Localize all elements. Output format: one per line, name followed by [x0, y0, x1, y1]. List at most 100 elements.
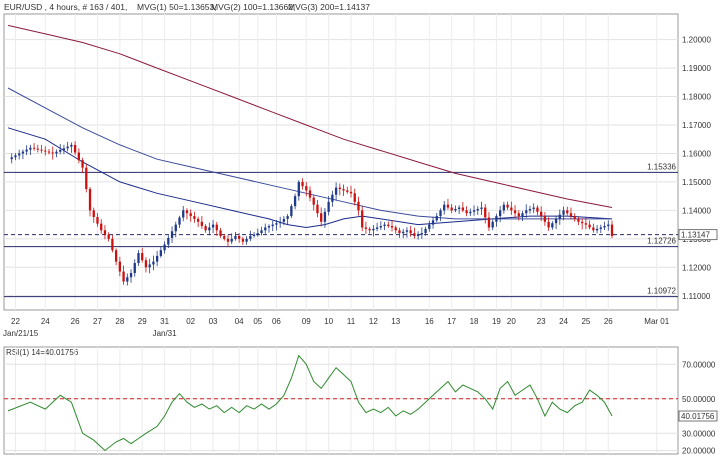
candle-body [562, 210, 565, 215]
x-tick-label: 18 [470, 317, 479, 326]
price-level-label: 1.12726 [647, 237, 676, 246]
candle-body [40, 149, 43, 151]
x-tick-label: 10 [324, 317, 333, 326]
price-y-tick-label: 1.11000 [682, 292, 711, 301]
candle-body [29, 147, 32, 150]
price-grid [4, 14, 678, 310]
x-tick-label: 03 [209, 317, 218, 326]
candle-body [155, 255, 159, 262]
rsi-y-tick-label: 70.00000 [682, 360, 716, 369]
candle-body [316, 204, 319, 214]
x-tick-label: 26 [604, 317, 613, 326]
x-tick-label: 31 [160, 317, 169, 326]
candle-body [554, 218, 558, 224]
price-panel-frame [3, 13, 679, 311]
rsi-y-tick-label: 50.00000 [682, 395, 716, 404]
x-tick-label: 24 [559, 317, 568, 326]
candle-body [279, 221, 282, 224]
candle-body [375, 227, 379, 229]
candle-body [405, 230, 409, 232]
candle-body [211, 224, 215, 228]
x-axis: 22 24 26 27 28 29 31 02 03 04 05 06 09 10 11 12 13 16 17 18… [3, 317, 670, 338]
candle-body [349, 191, 353, 194]
candle-body [476, 208, 479, 211]
candle-body [383, 224, 386, 227]
candle-body [402, 231, 405, 234]
candle-body [431, 220, 435, 225]
candle-body [32, 147, 36, 149]
candle-body [200, 221, 204, 227]
x-tick-label: 04 [235, 317, 244, 326]
candle-body [387, 224, 390, 227]
rsi-y-tick-label: 30.00000 [682, 429, 716, 438]
candle-body [14, 155, 17, 158]
x-tick-label: 12 [369, 317, 378, 326]
candle-body [487, 217, 491, 228]
candle-body [282, 218, 286, 222]
candle-body [532, 207, 535, 209]
candle-body [193, 216, 196, 219]
price-y-tick-label: 1.16000 [682, 149, 711, 158]
candle-body [88, 189, 92, 211]
price-y-tick-label: 1.15000 [682, 178, 711, 187]
candle-body [368, 228, 371, 231]
candle-body [204, 226, 207, 231]
candle-body [230, 238, 233, 242]
candle-body [581, 221, 584, 224]
candle-body [465, 210, 468, 214]
x-tick-label: 19 [492, 317, 501, 326]
candle-body [59, 150, 62, 152]
candle-body [547, 221, 550, 228]
candle-body [44, 150, 47, 152]
price-level-labels: 1.15336 1.12726 1.10972 1.13147 [647, 162, 718, 296]
candle-body [36, 148, 39, 150]
x-tick-label: 09 [302, 317, 311, 326]
candle-body [457, 207, 461, 209]
x-date-label: Jan/31 [153, 329, 178, 338]
candle-body [584, 223, 588, 225]
candle-body [275, 223, 278, 225]
candle-body [424, 228, 427, 234]
candle-body [96, 217, 99, 224]
candle-body [103, 230, 107, 235]
header-symbol: EUR/USD , 4 hours, # 163 / 401, [4, 2, 127, 12]
candle-body [398, 230, 401, 234]
x-tick-label: 06 [272, 317, 281, 326]
candle-body [435, 216, 438, 221]
candle-body [167, 237, 170, 245]
candle-body [290, 206, 293, 217]
candle-body [346, 190, 349, 192]
candle-body [607, 224, 610, 227]
candle-body [55, 151, 58, 154]
candle-body [293, 196, 297, 207]
rsi-line-group [7, 354, 613, 452]
candle-body [85, 167, 88, 190]
candle-body [428, 224, 431, 229]
price-y-tick-label: 1.19000 [682, 64, 711, 73]
candle-body [118, 261, 122, 272]
candle-body [502, 204, 506, 211]
x-tick-label: 16 [425, 317, 434, 326]
candle-body [446, 204, 450, 208]
candle-body [573, 216, 576, 219]
candle-body [208, 227, 211, 231]
candle-body [21, 151, 25, 154]
moving-average-line [7, 24, 613, 208]
candle-body [249, 236, 252, 239]
candle-body [495, 216, 498, 222]
candle-body [588, 224, 591, 228]
candle-body [312, 197, 315, 205]
candle-body [10, 157, 13, 160]
current-price-label: 1.13147 [681, 231, 710, 240]
x-tick-label: 28 [115, 317, 124, 326]
candle-body [245, 238, 248, 242]
price-y-tick-label: 1.14000 [682, 206, 711, 215]
candle-body [450, 207, 453, 211]
candle-body [189, 213, 192, 217]
candle-body [241, 238, 245, 242]
price-y-tick-label: 1.18000 [682, 93, 711, 102]
candle-body [540, 211, 543, 217]
candle-body [342, 189, 345, 191]
candle-body [338, 187, 341, 190]
candle-body [603, 226, 606, 228]
